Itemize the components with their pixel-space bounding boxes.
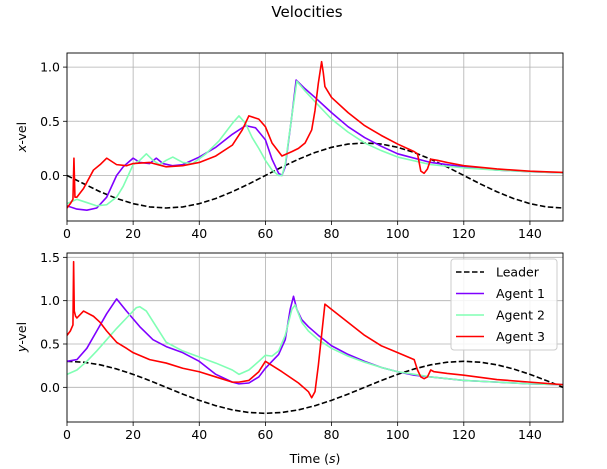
y-velocity-xtick-label: 140 bbox=[518, 427, 542, 442]
x-velocity-ytick-label: 0.5 bbox=[40, 114, 60, 129]
y-velocity-line-agent-3 bbox=[67, 260, 563, 399]
x-velocity-line-leader bbox=[67, 142, 563, 209]
legend-label-agent-2: Agent 2 bbox=[496, 308, 545, 323]
x-velocity-ticks: 0 20 40 60 80 100 120 140 0.0 0.5 1.0 bbox=[40, 60, 542, 241]
x-velocity-ylabel: x-vel bbox=[14, 122, 29, 153]
x-velocity-line-agent-2 bbox=[67, 80, 563, 207]
legend-label-agent-3: Agent 3 bbox=[496, 329, 545, 344]
y-velocity-ytick-label: 1.5 bbox=[40, 250, 60, 265]
x-velocity-xtick-label: 60 bbox=[257, 226, 273, 241]
y-velocity-line-agent-2 bbox=[67, 304, 563, 386]
y-velocity-xtick-label: 20 bbox=[125, 427, 141, 442]
y-velocity-xtick-label: 60 bbox=[257, 427, 273, 442]
x-velocity-grid bbox=[66, 53, 563, 221]
x-velocity-ytick-label: 0.0 bbox=[40, 168, 60, 183]
x-velocity-xtick-label: 40 bbox=[191, 226, 207, 241]
y-velocity-axes-frame bbox=[66, 252, 564, 423]
x-velocity-xtick-label: 120 bbox=[452, 226, 476, 241]
y-velocity-ytick-label: 0.0 bbox=[40, 380, 60, 395]
y-velocity-xtick-label: 120 bbox=[452, 427, 476, 442]
x-velocity-xtick-label: 0 bbox=[63, 226, 71, 241]
legend-label-agent-1: Agent 1 bbox=[496, 286, 545, 301]
y-velocity-ticks: 0 20 40 60 80 100 120 140 0.0 0.5 1.0 1.5 bbox=[40, 250, 542, 442]
y-velocity-panel: 0 20 40 60 80 100 120 140 0.0 0.5 1.0 1.5 y-vel Tim… bbox=[14, 250, 564, 466]
time-xlabel: Time (s) bbox=[289, 451, 341, 466]
legend-label-leader: Leader bbox=[496, 265, 540, 280]
x-velocity-axes-frame bbox=[66, 52, 564, 222]
y-velocity-xtick-label: 40 bbox=[191, 427, 207, 442]
y-velocity-ytick-label: 1.0 bbox=[40, 293, 60, 308]
x-velocity-ytick-label: 1.0 bbox=[40, 60, 60, 75]
x-velocity-xtick-label: 80 bbox=[324, 226, 340, 241]
legend-box bbox=[450, 258, 558, 351]
x-velocity-line-agent-3 bbox=[67, 60, 563, 209]
x-velocity-line-agent-1 bbox=[67, 79, 563, 211]
y-velocity-xtick-label: 0 bbox=[63, 427, 71, 442]
x-velocity-series-lines bbox=[67, 60, 563, 211]
y-velocity-series-lines bbox=[67, 260, 563, 415]
legend: Leader Agent 1 Agent 2 Agent 3 bbox=[450, 258, 558, 351]
x-velocity-xtick-label: 140 bbox=[518, 226, 542, 241]
y-velocity-line-leader bbox=[67, 360, 563, 415]
figure-title: Velocities bbox=[271, 3, 342, 21]
x-velocity-xtick-label: 20 bbox=[125, 226, 141, 241]
y-velocity-xtick-label: 80 bbox=[324, 427, 340, 442]
x-velocity-panel: 0 20 40 60 80 100 120 140 0.0 0.5 1.0 x-vel bbox=[14, 52, 564, 241]
y-velocity-xtick-label: 100 bbox=[386, 427, 410, 442]
y-velocity-ylabel: y-vel bbox=[14, 322, 29, 353]
y-velocity-ytick-label: 0.5 bbox=[40, 337, 60, 352]
x-velocity-xtick-label: 100 bbox=[386, 226, 410, 241]
